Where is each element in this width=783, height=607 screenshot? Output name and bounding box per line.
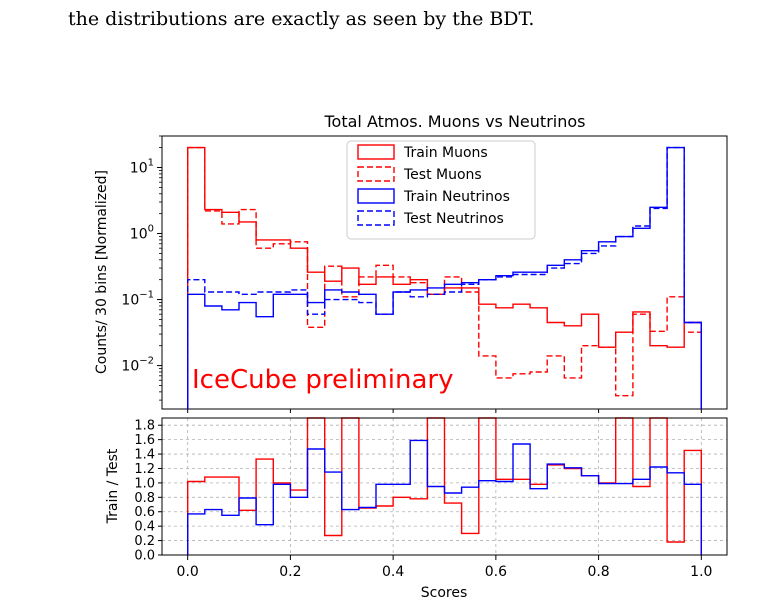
- y-tick-label-0: 10−2: [121, 356, 154, 375]
- ratio-panel: 0.00.20.40.60.81.01.21.41.61.8 0.0 0.2 0.4…: [105, 417, 728, 601]
- ratio-series-1: [187, 439, 702, 555]
- x-tick-label-0: 0.0: [177, 564, 199, 580]
- ratio-y-tick-label-0: 0.0: [134, 549, 155, 564]
- legend-label-0: Train Muons: [403, 145, 488, 161]
- x-tick-label-4: 0.8: [587, 564, 609, 580]
- x-tick-label-5: 1.0: [690, 564, 712, 580]
- ratio-y-tick-label-5: 1.0: [134, 476, 155, 491]
- ratio-y-tick-label-1: 0.2: [134, 534, 155, 549]
- figure-caption: the distributions are exactly as seen by…: [68, 8, 535, 30]
- legend-label-1: Test Muons: [403, 167, 482, 183]
- x-tick-label-2: 0.4: [382, 564, 404, 580]
- series-train-neutrinos: [187, 146, 702, 409]
- icecube-annotation: IceCube preliminary: [192, 365, 453, 395]
- ratio-y-tick-label-7: 1.4: [134, 448, 155, 463]
- ratio-y-tick-label-8: 1.6: [134, 433, 155, 448]
- legend-label-3: Test Neutrinos: [403, 211, 504, 227]
- legend-swatch-3: [357, 210, 395, 226]
- ratio-y-tick-label-4: 0.8: [134, 491, 155, 506]
- series-test-neutrinos: [187, 146, 702, 409]
- histogram-panel: Total Atmos. Muons vs Neutrinos 10−2 10−1…: [94, 112, 728, 413]
- ratio-series: [187, 417, 702, 555]
- log-y-ticks: 10−2 10−1 100 101: [121, 135, 162, 401]
- ratio-y-tick-label-9: 1.8: [134, 419, 155, 434]
- ratio-y-ticks: 0.00.20.40.60.81.01.21.41.61.8: [134, 419, 162, 564]
- chart-title: Total Atmos. Muons vs Neutrinos: [324, 112, 586, 131]
- ratio-y-tick-label-2: 0.4: [134, 520, 155, 535]
- ratio-y-axis-label: Train / Test: [105, 448, 121, 524]
- y-tick-label-3: 101: [130, 158, 154, 177]
- y-tick-label-2: 100: [130, 224, 154, 243]
- legend: Train Muons Test Muons Train Neutrinos Test…: [346, 140, 536, 240]
- y-tick-label-1: 10−1: [121, 290, 154, 309]
- legend-swatch-0: [357, 144, 395, 160]
- histogram-frame: [161, 135, 728, 410]
- ratio-y-tick-label-6: 1.2: [134, 462, 155, 477]
- y-axis-label: Counts/ 30 bins [Normalized]: [94, 170, 110, 374]
- ratio-frame: [161, 417, 728, 556]
- legend-swatch-1: [357, 166, 395, 182]
- x-tick-label-3: 0.6: [485, 564, 507, 580]
- x-tick-label-1: 0.2: [279, 564, 301, 580]
- histogram-series: [187, 146, 702, 409]
- x-axis-ticks: 0.0 0.2 0.4 0.6 0.8 1.0: [177, 555, 712, 580]
- legend-items: Train Muons Test Muons Train Neutrinos Test…: [357, 144, 510, 227]
- x-axis-label: Scores: [421, 585, 468, 601]
- ratio-y-tick-label-3: 0.6: [134, 505, 155, 520]
- legend-label-2: Train Neutrinos: [403, 189, 510, 205]
- legend-swatch-2: [357, 188, 395, 204]
- top-x-ticks: [187, 409, 702, 413]
